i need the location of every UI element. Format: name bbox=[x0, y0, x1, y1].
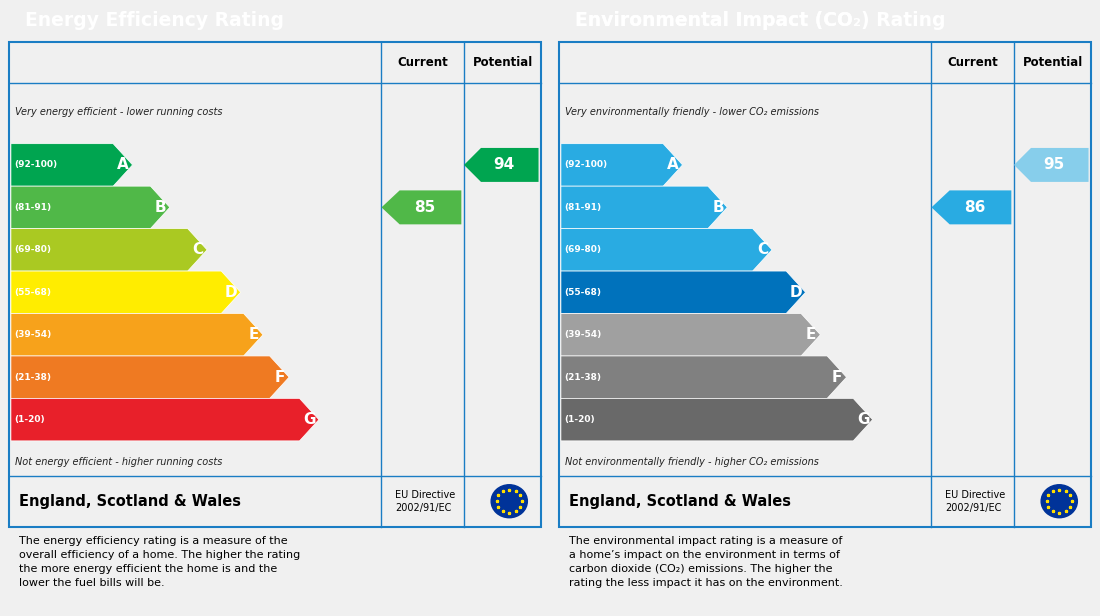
Text: Energy Efficiency Rating: Energy Efficiency Rating bbox=[25, 12, 284, 30]
Circle shape bbox=[1042, 485, 1077, 517]
Text: Current: Current bbox=[397, 56, 448, 69]
Text: England, Scotland & Wales: England, Scotland & Wales bbox=[20, 494, 241, 509]
Text: Very energy efficient - lower running costs: Very energy efficient - lower running co… bbox=[15, 107, 222, 117]
Text: 94: 94 bbox=[494, 158, 515, 172]
Text: F: F bbox=[832, 370, 843, 384]
Text: Very environmentally friendly - lower CO₂ emissions: Very environmentally friendly - lower CO… bbox=[565, 107, 820, 117]
Text: The energy efficiency rating is a measure of the
overall efficiency of a home. T: The energy efficiency rating is a measur… bbox=[20, 535, 300, 588]
Text: E: E bbox=[806, 327, 816, 342]
Text: Potential: Potential bbox=[473, 56, 532, 69]
Text: (1-20): (1-20) bbox=[14, 415, 45, 424]
Text: (55-68): (55-68) bbox=[564, 288, 601, 297]
Text: (81-91): (81-91) bbox=[14, 203, 52, 212]
Text: G: G bbox=[857, 412, 869, 427]
Text: (92-100): (92-100) bbox=[14, 160, 57, 169]
Text: England, Scotland & Wales: England, Scotland & Wales bbox=[570, 494, 791, 509]
Polygon shape bbox=[932, 190, 1011, 224]
Text: (55-68): (55-68) bbox=[14, 288, 51, 297]
Polygon shape bbox=[561, 314, 821, 356]
Text: Current: Current bbox=[947, 56, 998, 69]
Text: (39-54): (39-54) bbox=[14, 330, 52, 339]
Polygon shape bbox=[11, 271, 241, 314]
Text: 85: 85 bbox=[414, 200, 436, 215]
Text: EU Directive
2002/91/EC: EU Directive 2002/91/EC bbox=[395, 490, 455, 513]
Polygon shape bbox=[11, 144, 132, 186]
Text: (1-20): (1-20) bbox=[564, 415, 595, 424]
Polygon shape bbox=[382, 190, 461, 224]
Text: D: D bbox=[790, 285, 803, 300]
Text: Not energy efficient - higher running costs: Not energy efficient - higher running co… bbox=[15, 457, 222, 467]
Polygon shape bbox=[561, 229, 772, 271]
Polygon shape bbox=[561, 399, 872, 441]
Polygon shape bbox=[1014, 148, 1089, 182]
Text: A: A bbox=[668, 158, 679, 172]
Text: G: G bbox=[304, 412, 316, 427]
Text: Not environmentally friendly - higher CO₂ emissions: Not environmentally friendly - higher CO… bbox=[565, 457, 820, 467]
Text: D: D bbox=[226, 285, 238, 300]
Text: Environmental Impact (CO: Environmental Impact (CO bbox=[575, 12, 852, 30]
Text: A: A bbox=[118, 158, 129, 172]
Text: (81-91): (81-91) bbox=[564, 203, 602, 212]
Text: B: B bbox=[155, 200, 166, 215]
Circle shape bbox=[492, 485, 527, 517]
Polygon shape bbox=[11, 356, 289, 399]
Text: (39-54): (39-54) bbox=[564, 330, 602, 339]
Polygon shape bbox=[561, 144, 682, 186]
Polygon shape bbox=[561, 186, 727, 229]
Polygon shape bbox=[561, 271, 805, 314]
Text: (92-100): (92-100) bbox=[564, 160, 607, 169]
Polygon shape bbox=[561, 356, 847, 399]
Text: B: B bbox=[712, 200, 724, 215]
Text: (21-38): (21-38) bbox=[14, 373, 51, 382]
Text: C: C bbox=[192, 242, 204, 257]
Text: 86: 86 bbox=[964, 200, 986, 215]
Text: 95: 95 bbox=[1044, 158, 1065, 172]
Text: (69-80): (69-80) bbox=[14, 245, 51, 254]
Polygon shape bbox=[11, 314, 263, 356]
Text: (21-38): (21-38) bbox=[564, 373, 601, 382]
Text: Potential: Potential bbox=[1023, 56, 1082, 69]
Text: F: F bbox=[275, 370, 285, 384]
Text: E: E bbox=[249, 327, 258, 342]
Text: EU Directive
2002/91/EC: EU Directive 2002/91/EC bbox=[945, 490, 1005, 513]
Polygon shape bbox=[11, 229, 207, 271]
Polygon shape bbox=[11, 399, 319, 441]
Text: The environmental impact rating is a measure of
a home’s impact on the environme: The environmental impact rating is a mea… bbox=[570, 535, 844, 588]
Polygon shape bbox=[11, 186, 169, 229]
Text: (69-80): (69-80) bbox=[564, 245, 601, 254]
Text: Environmental Impact (CO₂) Rating: Environmental Impact (CO₂) Rating bbox=[575, 12, 945, 30]
Text: C: C bbox=[757, 242, 768, 257]
Polygon shape bbox=[464, 148, 539, 182]
